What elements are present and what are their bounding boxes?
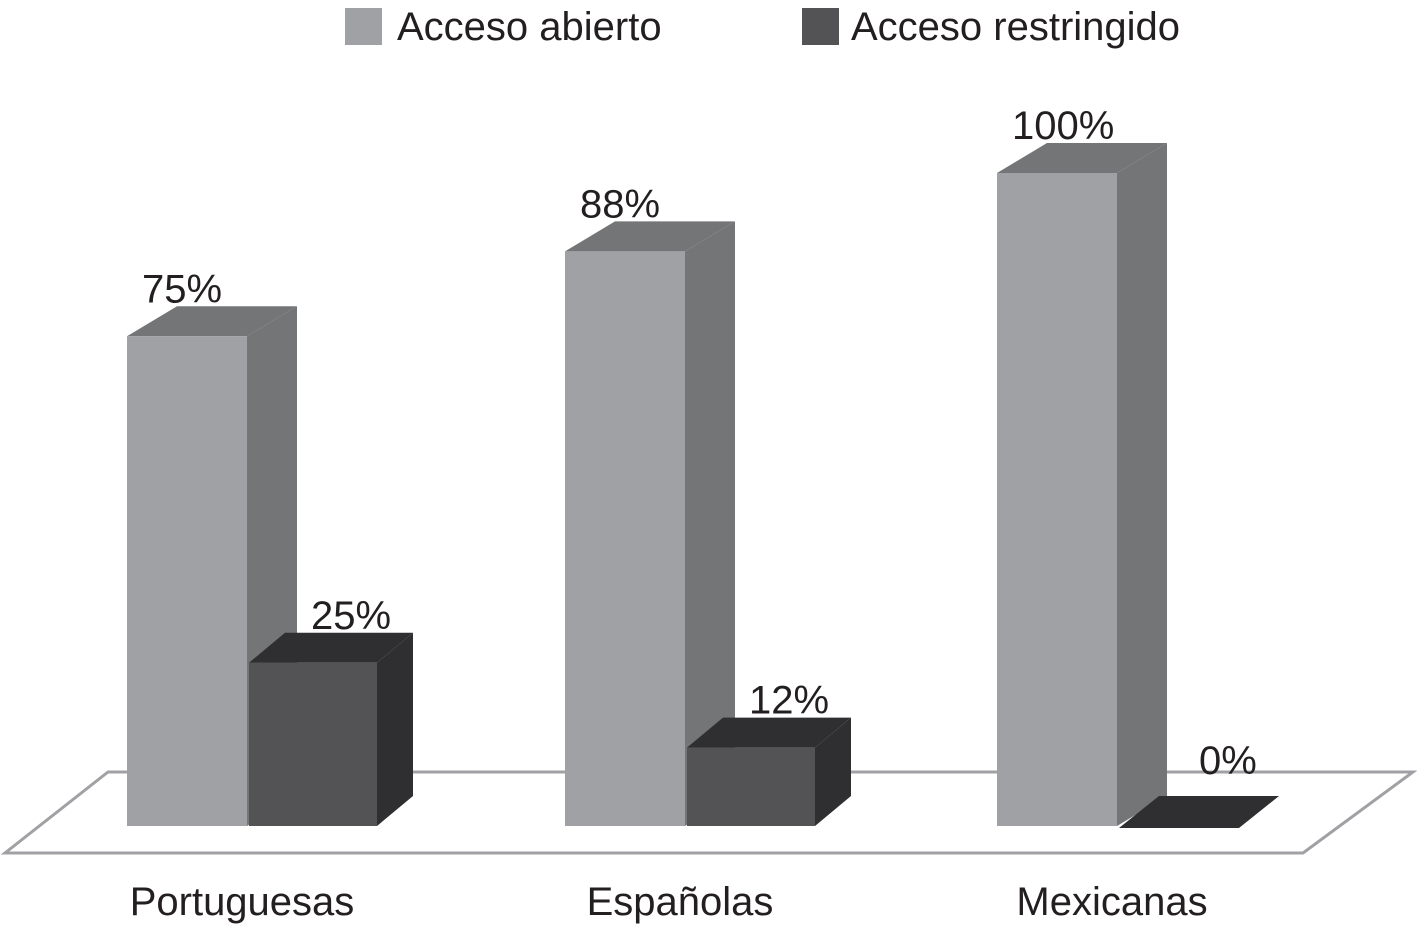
bar-side — [377, 632, 413, 826]
bar-top — [249, 632, 413, 663]
bar-acceso-restringido-0 — [249, 632, 413, 826]
bar-top — [687, 717, 851, 748]
data-label: 25% — [311, 594, 391, 638]
bar-front — [249, 662, 377, 826]
bar-top — [565, 221, 735, 252]
legend-swatch-acceso-abierto — [345, 8, 382, 45]
category-label: Portuguesas — [130, 880, 355, 924]
data-label: 75% — [142, 267, 222, 311]
legend: Acceso abierto Acceso restringido — [345, 5, 1180, 49]
bar-acceso-abierto-1 — [565, 221, 735, 827]
bar-acceso-restringido-2 — [1119, 796, 1279, 828]
bar-front — [127, 336, 247, 826]
bar-side — [1117, 143, 1167, 826]
bar-front — [565, 251, 685, 827]
data-label: 12% — [749, 679, 829, 723]
bar-side — [685, 221, 735, 827]
bar-front — [687, 747, 815, 826]
bar-flat-top — [1119, 796, 1279, 828]
legend-label-acceso-abierto: Acceso abierto — [397, 5, 662, 49]
bar-side — [815, 717, 851, 826]
bar-top — [127, 306, 297, 337]
legend-label-acceso-restringido: Acceso restringido — [851, 5, 1180, 49]
data-label: 100% — [1012, 104, 1114, 148]
legend-swatch-acceso-restringido — [802, 8, 839, 45]
bar-front — [997, 173, 1117, 826]
data-label: 0% — [1199, 739, 1257, 783]
category-label: Españolas — [587, 880, 774, 924]
bar-acceso-restringido-1 — [687, 717, 851, 826]
category-label: Mexicanas — [1016, 880, 1207, 924]
bar-top — [997, 143, 1167, 173]
data-label: 88% — [580, 182, 660, 226]
bar-acceso-abierto-2 — [997, 143, 1167, 826]
